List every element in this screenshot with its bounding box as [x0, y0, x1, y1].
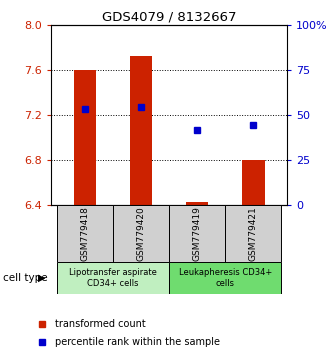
Text: GSM779421: GSM779421	[249, 206, 258, 261]
Text: Lipotransfer aspirate
CD34+ cells: Lipotransfer aspirate CD34+ cells	[69, 268, 157, 287]
Bar	[169, 262, 281, 294]
Bar	[186, 202, 209, 205]
Bar	[113, 205, 169, 262]
Bar	[130, 56, 152, 205]
Text: percentile rank within the sample: percentile rank within the sample	[55, 337, 220, 348]
Bar	[57, 205, 113, 262]
Text: GSM779419: GSM779419	[193, 206, 202, 261]
Text: ▶: ▶	[38, 273, 45, 283]
Text: transformed count: transformed count	[55, 319, 146, 329]
Text: Leukapheresis CD34+
cells: Leukapheresis CD34+ cells	[179, 268, 272, 287]
Bar	[242, 160, 265, 205]
Bar	[225, 205, 281, 262]
Bar	[169, 205, 225, 262]
Text: GSM779418: GSM779418	[81, 206, 89, 261]
Bar	[57, 262, 169, 294]
Bar	[74, 70, 96, 205]
Text: GSM779420: GSM779420	[137, 206, 146, 261]
Text: cell type: cell type	[3, 273, 48, 283]
Title: GDS4079 / 8132667: GDS4079 / 8132667	[102, 11, 236, 24]
